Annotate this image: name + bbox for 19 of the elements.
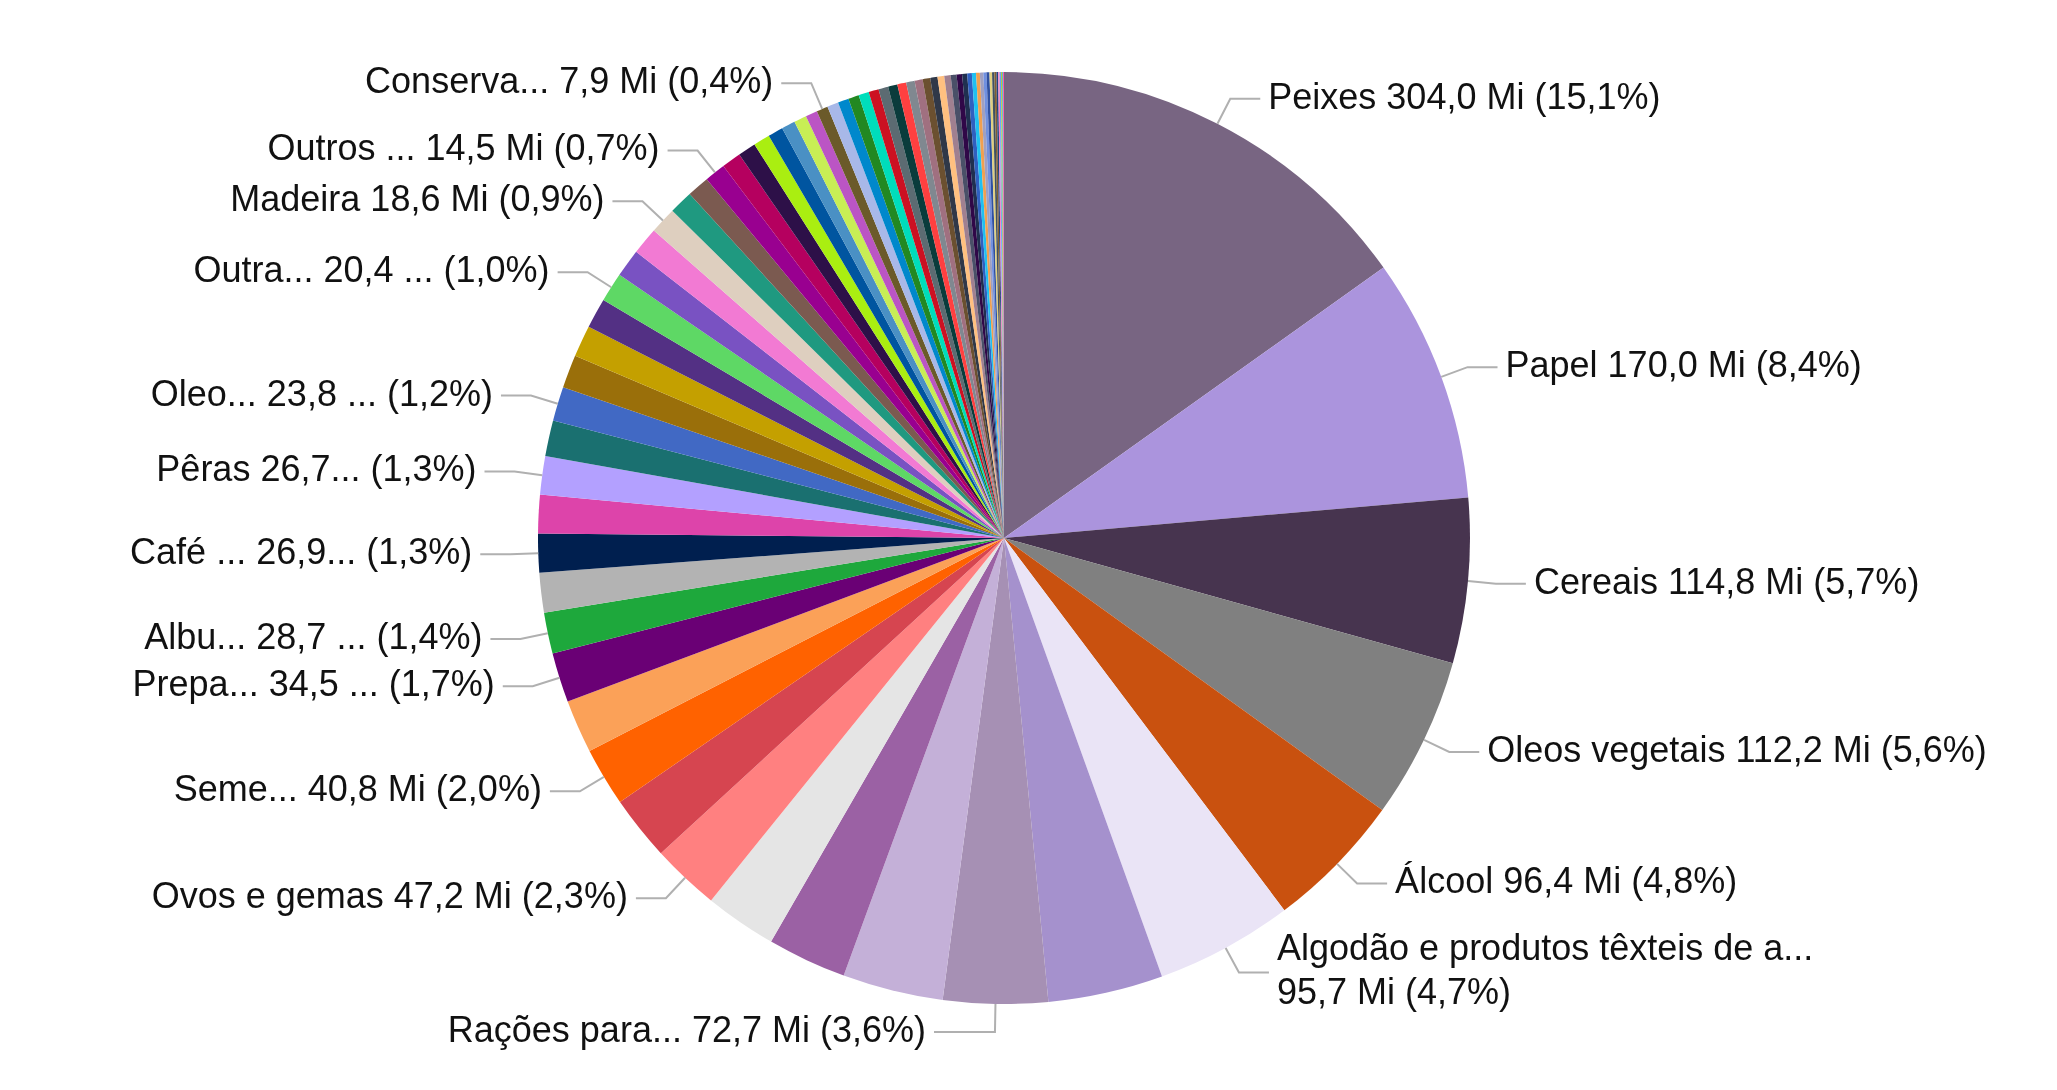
slice-label: Ovos e gemas 47,2 Mi (2,3%) [151, 875, 628, 917]
slice-label: Albu... 28,7 ... (1,4%) [144, 615, 483, 657]
slice-label: Papel 170,0 Mi (8,4%) [1505, 344, 1862, 386]
data-label: 95,7 Mi (4,7%) [1276, 971, 1512, 1013]
slice-label: Outra... 20,4 ... (1,0%) [193, 249, 550, 291]
slice-label: Oleo... 23,8 ... (1,2%) [150, 372, 493, 414]
slice-label: Algodão e produtos têxteis de a... [1276, 927, 1814, 969]
slice-label: Rações para... 72,7 Mi (3,6%) [447, 1008, 926, 1050]
slice-label: Outros ... 14,5 Mi (0,7%) [267, 127, 660, 169]
slice-label: Prepa... 34,5 ... (1,7%) [132, 663, 495, 705]
slice-label: Cereais 114,8 Mi (5,7%) [1533, 560, 1920, 602]
slice-label: Conserva... 7,9 Mi (0,4%) [365, 60, 774, 102]
slice-label: Álcool 96,4 Mi (4,8%) [1395, 860, 1738, 902]
slice-label: Peixes 304,0 Mi (15,1%) [1268, 75, 1661, 117]
slice-label: Madeira 18,6 Mi (0,9%) [230, 178, 605, 220]
slice-label: Café ... 26,9... (1,3%) [130, 531, 473, 573]
slice-label: Oleos vegetais 112,2 Mi (5,6%) [1487, 728, 1987, 770]
slice-label: Pêras 26,7... (1,3%) [156, 448, 477, 490]
slice-label: Seme... 40,8 Mi (2,0%) [173, 768, 542, 810]
